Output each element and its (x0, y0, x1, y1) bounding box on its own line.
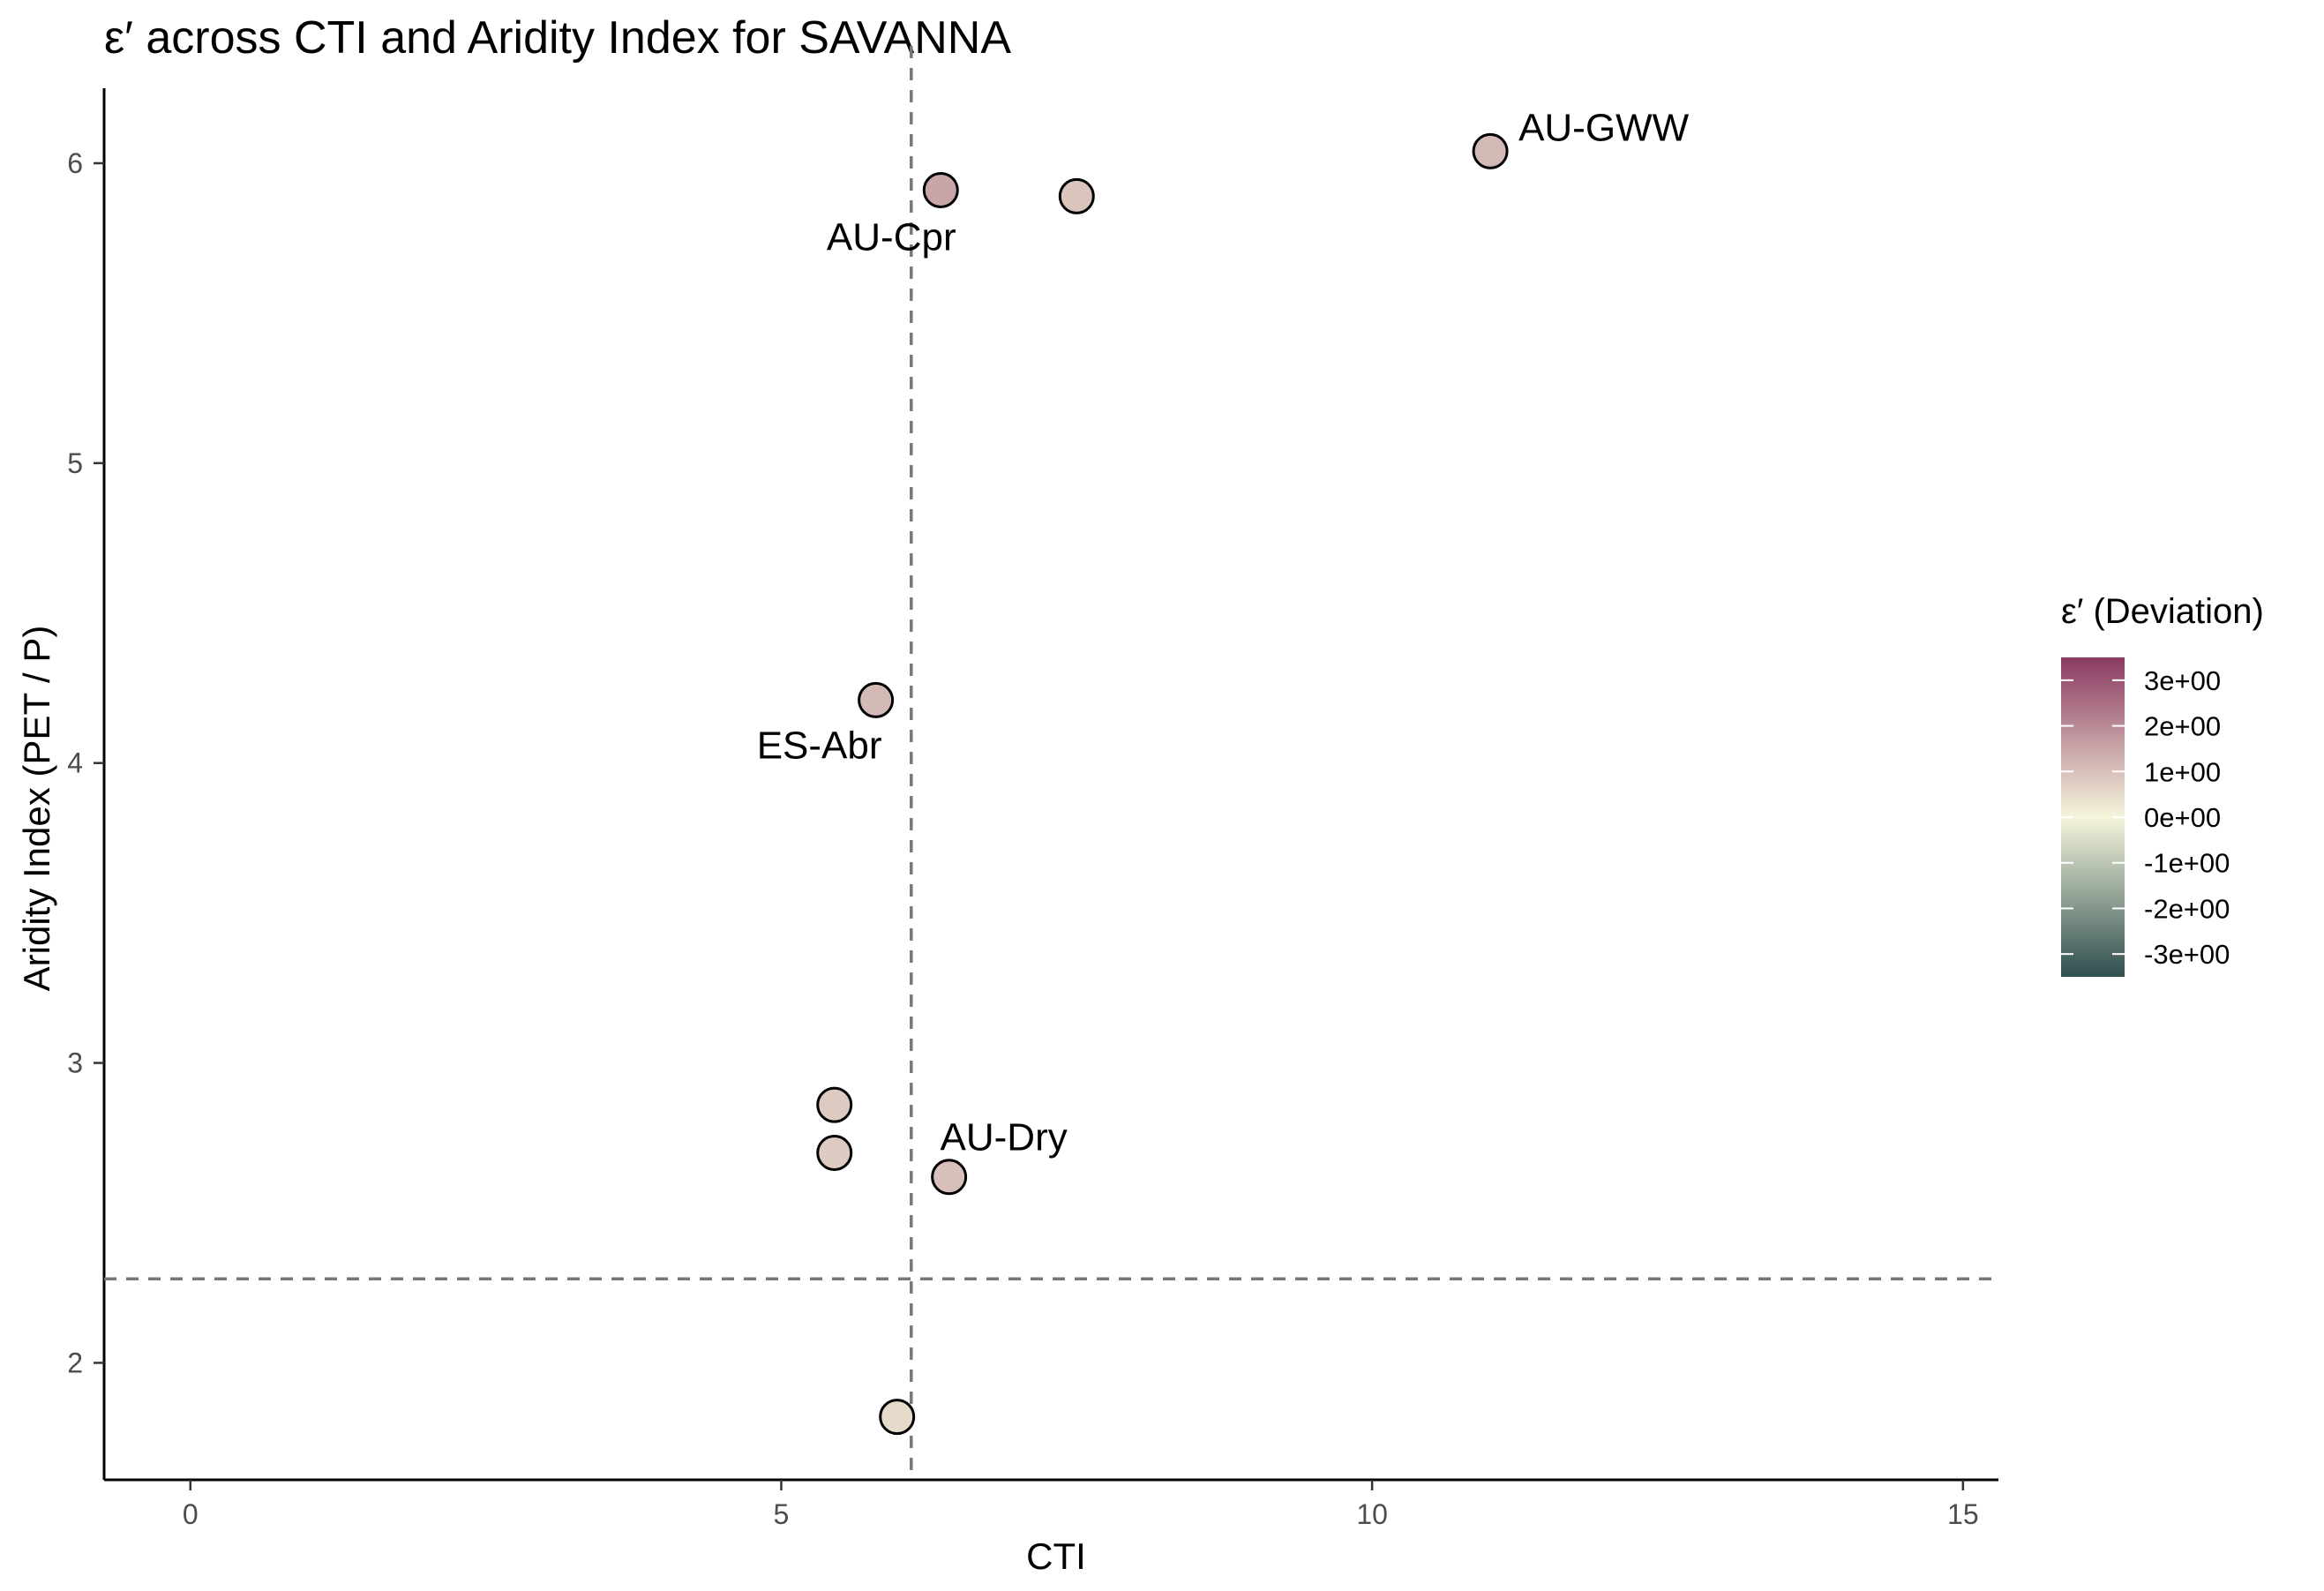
x-tick-label: 10 (1356, 1498, 1388, 1530)
point-label: ES-Abr (757, 724, 882, 767)
data-point (816, 1086, 853, 1123)
point-label: AU-Cpr (827, 216, 956, 259)
legend-tick-label: -1e+00 (2144, 848, 2230, 879)
data-point (1058, 177, 1095, 214)
legend-tick-label: 3e+00 (2144, 665, 2221, 696)
data-point (931, 1159, 968, 1196)
plot-area: 0 5 10 15 2 3 4 5 6 AU-Cpr AU-GWW ES-Abr AU-Dry (67, 46, 1998, 1530)
y-tick-label: 6 (67, 147, 83, 179)
y-tick-label: 2 (67, 1347, 83, 1378)
x-tick-label: 0 (183, 1498, 199, 1530)
y-tick-label: 3 (67, 1047, 83, 1079)
point-label: AU-GWW (1518, 106, 1690, 149)
data-point (879, 1399, 916, 1436)
legend-tick-label: 2e+00 (2144, 711, 2221, 742)
data-point (858, 681, 895, 718)
legend-tick-label: 0e+00 (2144, 802, 2221, 833)
y-axis-title: Aridity Index (PET / P) (16, 626, 57, 992)
data-point (1472, 132, 1509, 169)
color-legend: ε′ (Deviation) 3e+00 2e+00 1e+00 0e+00 -1e+0… (2061, 592, 2264, 977)
point-label: AU-Dry (941, 1116, 1068, 1159)
legend-title: ε′ (Deviation) (2061, 592, 2264, 631)
legend-tick-label: 1e+00 (2144, 756, 2221, 787)
legend-tick-label: -3e+00 (2144, 939, 2230, 970)
chart-title: ε′ across CTI and Aridity Index for SAVA… (104, 12, 1011, 64)
x-axis-title: CTI (1026, 1535, 1086, 1577)
data-point (816, 1135, 853, 1172)
x-tick-label: 5 (774, 1498, 790, 1530)
data-point (922, 172, 959, 209)
y-tick-label: 5 (67, 447, 83, 479)
legend-tick-label: -2e+00 (2144, 893, 2230, 924)
y-tick-label: 4 (67, 747, 83, 779)
x-tick-label: 15 (1947, 1498, 1979, 1530)
